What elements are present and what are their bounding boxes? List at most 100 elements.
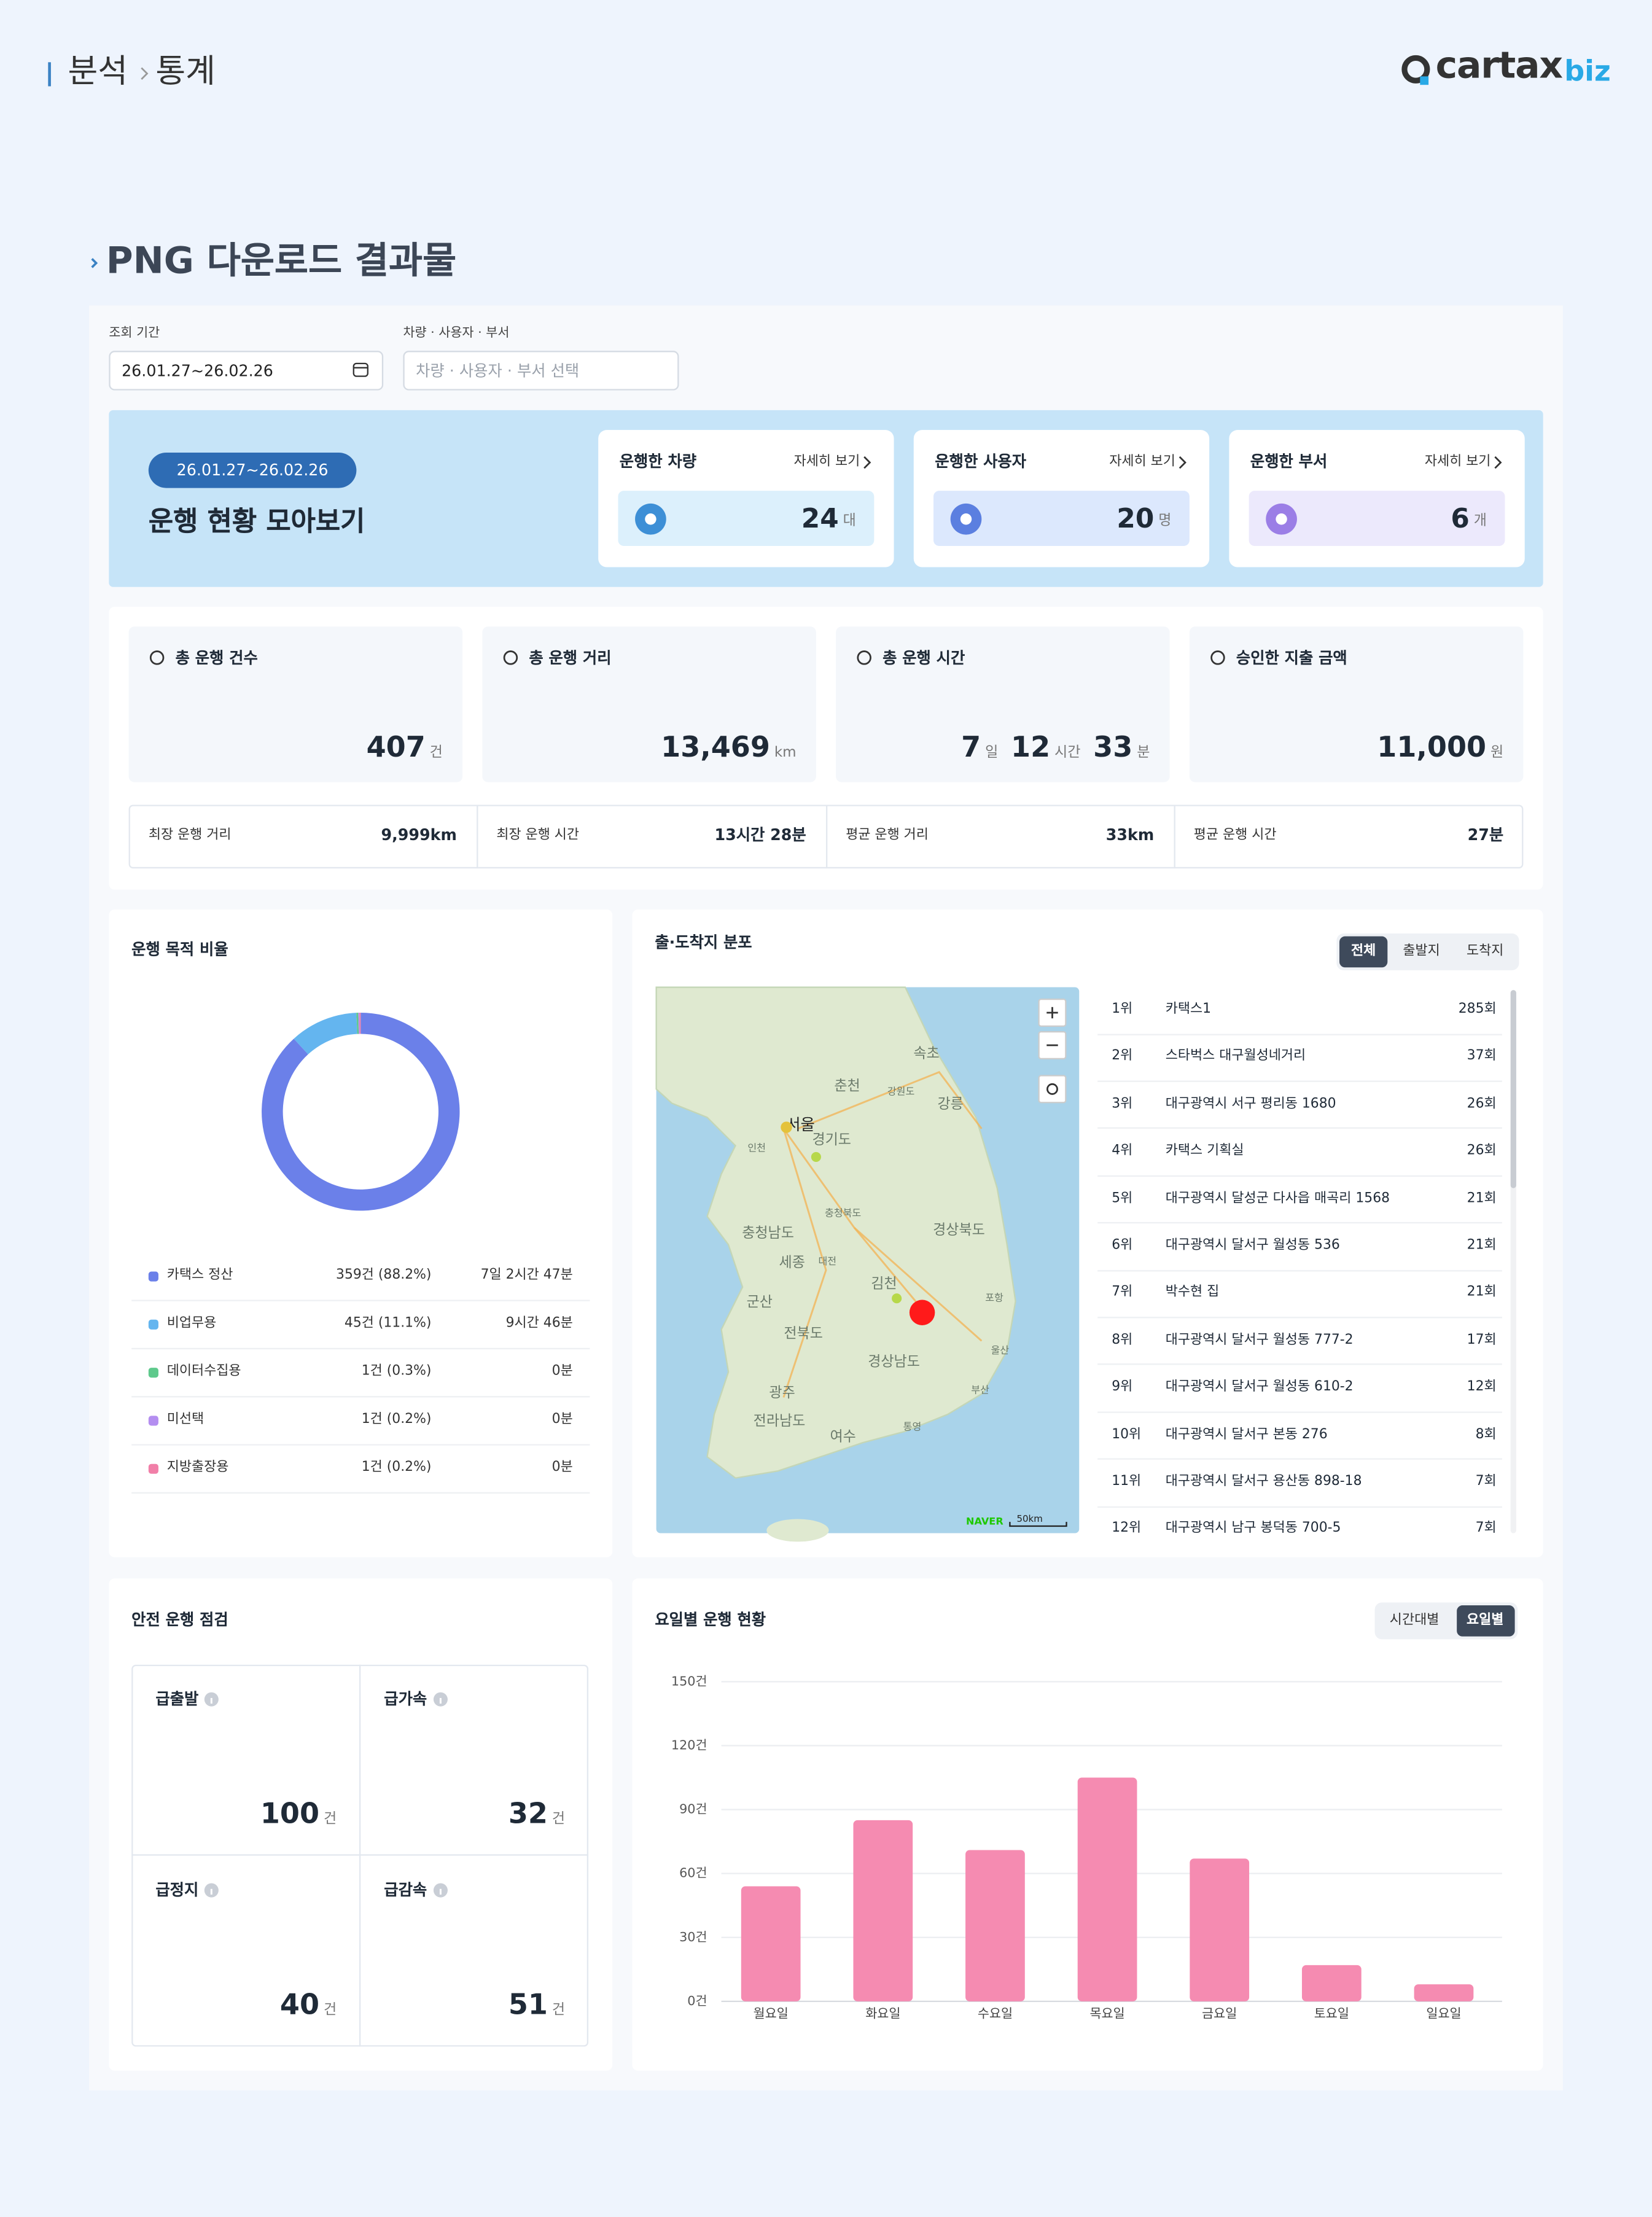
map-label: 충청남도 [742,1225,794,1241]
scroll-thumb[interactable] [1510,990,1516,1188]
map-label: 여수 [830,1428,855,1444]
legend-dot [148,1319,158,1329]
info-icon[interactable] [432,1882,448,1898]
stat-number: 12 [1011,730,1051,764]
place-name: 대구광역시 달서구 용산동 898-18 [1165,1473,1362,1490]
row-divider [1097,1175,1502,1177]
stat-unit: 분 [1137,745,1150,762]
map-control[interactable] [1038,998,1067,1027]
link-chevron [1494,456,1502,469]
map-label: 강릉 [937,1096,963,1112]
target-input[interactable] [403,351,679,391]
row-divider [1097,1222,1502,1224]
tab[interactable]: 도착지 [1467,943,1504,959]
info-icon[interactable] [205,1882,220,1898]
jeju [766,1519,829,1542]
place-name: 대구광역시 달서구 월성동 610-2 [1165,1379,1354,1395]
legend-duration: 0분 [551,1459,573,1476]
rank: 9위 [1112,1379,1133,1395]
chevron [863,456,871,469]
map-label: 울산 [991,1344,1009,1356]
legend-duration: 0분 [551,1363,573,1379]
row-divider [131,1347,590,1350]
row-divider [131,1396,590,1398]
card-title: 운행한 차량 [619,452,697,471]
stat-number: 407 [366,730,426,764]
heat-spot [811,1151,821,1162]
logo-dot [1420,76,1429,85]
panel-title: 요일별 운행 현황 [655,1611,766,1630]
scroll-track [1510,990,1516,1533]
tab[interactable]: 전체 [1351,943,1376,959]
label-text: 급출발 [155,1690,199,1709]
stat-number: 13,469 [661,730,770,764]
safety-value: 40 건 [280,1990,337,2018]
row-divider [131,1444,590,1446]
detail-link[interactable]: 자세히 보기 [1109,454,1175,470]
bar [741,1886,801,2001]
map-control[interactable] [1038,1075,1067,1104]
stat-icon [1210,650,1225,665]
average-value: 9,999km [381,825,457,844]
info-icon[interactable] [205,1691,220,1707]
tab[interactable]: 출발지 [1403,943,1440,959]
map-scale: 50km [1016,1513,1042,1524]
icon-shape [503,650,518,665]
detail-link[interactable]: 자세히 보기 [793,454,860,470]
detail-link[interactable]: 자세히 보기 [1424,454,1491,470]
date-input[interactable] [109,351,384,391]
average-value: 33km [1105,825,1155,844]
average-value: 27분 [1467,825,1504,844]
place-name: 카택스 기획실 [1165,1143,1244,1159]
average-label: 최장 운행 거리 [148,827,232,843]
y-tick-label: 120건 [671,1737,707,1752]
divider [359,1664,361,2047]
tab-active [1339,936,1388,968]
label-text: 급가속 [384,1690,427,1709]
legend-dot [148,1366,158,1377]
map-label: 춘천 [834,1078,860,1094]
tab[interactable]: 요일별 [1467,1612,1504,1628]
map-label: 경상북도 [933,1222,985,1238]
value-number: 40 [279,1987,320,2022]
value-number: 32 [508,1796,548,1831]
map-label: 군산 [747,1295,773,1311]
safety-label: 급감속 [384,1882,448,1898]
stat-value: 7 일 12 시간 33 분 [961,733,1150,761]
row-divider [1097,1269,1502,1271]
place-count: 285회 [1458,1001,1497,1017]
row-divider [131,1299,590,1301]
rank: 6위 [1112,1237,1133,1253]
period-pill [148,452,357,488]
safety-label: 급정지 [155,1882,220,1898]
stat-number: 11,000 [1377,730,1487,764]
legend-label: 미선택 [166,1411,205,1427]
tab[interactable]: 시간대별 [1389,1612,1440,1628]
legend-label: 지방출장용 [166,1459,229,1476]
info-icon[interactable] [432,1691,448,1707]
road [797,1070,983,1130]
page-title: PNG 다운로드 결과물 [106,240,457,283]
filter-label: 조회 기간 [109,327,160,341]
stat-label: 총 운행 시간 [882,649,965,668]
divider [825,805,828,869]
card-icon [635,503,666,535]
bar [1190,1858,1250,2001]
average-label: 평균 운행 거리 [846,827,929,843]
rank: 2위 [1112,1048,1133,1064]
donut-slice [356,1013,359,1034]
bar [1301,1965,1362,2001]
divider [1174,805,1175,869]
bar [1414,1984,1474,2001]
stat-icon [857,650,871,665]
place-name: 대구광역시 달서구 월성동 777-2 [1165,1332,1354,1348]
legend-value: 1건 (0.2%) [361,1411,432,1427]
safety-value: 100 건 [260,1799,337,1828]
place-count: 21회 [1467,1237,1497,1253]
map-label: 포항 [985,1292,1003,1304]
link-chevron [863,456,871,469]
place-name: 박수현 집 [1165,1285,1220,1301]
value-number: 100 [260,1796,320,1831]
safety-label: 급가속 [384,1691,448,1707]
target-placeholder: 차량 · 사용자 · 부서 선택 [416,362,580,381]
